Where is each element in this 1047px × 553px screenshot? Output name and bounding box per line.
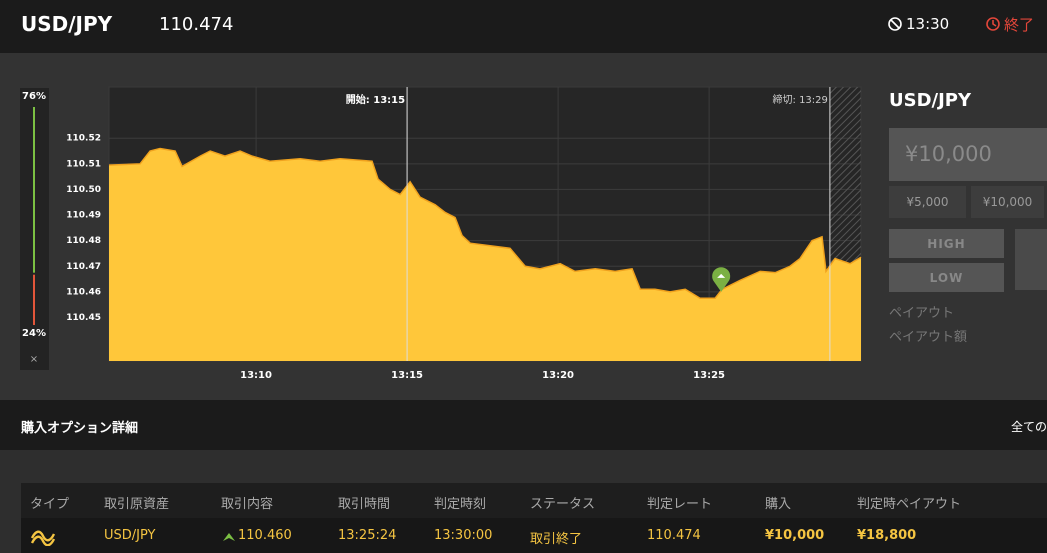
cell: ¥10,000: [765, 528, 825, 543]
details-bar: 購入オプション詳細 全ての: [0, 400, 1047, 450]
table-header: タイプ 取引原資産 取引内容 取引時間 判定時刻 ステータス 判定レート 購入 判定時ペイアウト: [21, 483, 1047, 518]
status[interactable]: 終了: [1004, 16, 1035, 34]
cell: 110.474: [647, 528, 701, 543]
gauge-high-label: 76%: [22, 91, 46, 102]
type-icon: [30, 530, 56, 546]
x-tick-label: 13:15: [391, 370, 423, 381]
cell: ¥18,800: [857, 528, 917, 543]
y-tick-label: 110.45: [66, 313, 101, 323]
column-header: 取引原資産: [104, 497, 170, 512]
amount-input[interactable]: ¥10,000: [889, 128, 1047, 181]
column-header: 取引時間: [338, 497, 391, 512]
gauge-low-bar: [33, 274, 35, 325]
area-fill: [109, 148, 861, 361]
cell: 取引終了: [530, 532, 583, 547]
y-tick-label: 110.49: [66, 211, 101, 221]
chart: 76% 24% × 110.45 110.46 110.47 110.48 110.49 110…: [20, 86, 862, 381]
column-header: 判定レート: [647, 497, 713, 512]
y-tick-label: 110.50: [66, 185, 101, 195]
history-icon: [986, 17, 1000, 31]
x-tick-label: 13:25: [693, 370, 725, 381]
y-tick-label: 110.46: [66, 287, 101, 297]
y-tick-label: 110.51: [66, 159, 101, 169]
column-header: ステータス: [530, 497, 596, 512]
low-label: LOW: [929, 270, 964, 285]
amount: ¥10,000: [905, 142, 992, 166]
cell: 13:30:00: [434, 528, 493, 543]
entry-pin: [712, 267, 731, 292]
details-title: 購入オプション詳細: [21, 421, 139, 436]
y-tick-label: 110.48: [66, 236, 101, 246]
panel-symbol: USD/JPY: [889, 90, 972, 111]
clock-icon: [888, 17, 902, 31]
column-header: 購入: [765, 497, 792, 512]
cell: USD/JPY: [104, 528, 156, 543]
high-label: HIGH: [927, 236, 966, 251]
payout-amount: ペイアウト額: [889, 330, 968, 345]
filter[interactable]: 全ての: [1011, 420, 1047, 434]
x-tick-label: 13:10: [240, 370, 272, 381]
gauge-close: ×: [30, 354, 38, 365]
low-button[interactable]: LOW: [889, 263, 1004, 292]
cell: 110.460: [238, 528, 292, 543]
high-button[interactable]: HIGH: [889, 229, 1004, 258]
rate: 110.474: [159, 14, 234, 35]
header: USD/JPY 110.474 13:30 終了: [0, 0, 1047, 53]
table-row: USD/JPY 110.460 13:25:24 13:30:00 取引終了 110.47…: [21, 518, 1047, 553]
cell: 13:25:24: [338, 528, 397, 543]
annotation-label: 開始: 13:15: [346, 93, 405, 106]
entry-arrow: [717, 273, 726, 278]
gauge-high-bar: [33, 107, 35, 273]
symbol: USD/JPY: [21, 12, 113, 36]
gauge-low-label: 24%: [22, 328, 46, 339]
buy-button[interactable]: [1015, 229, 1047, 290]
y-tick-label: 110.47: [66, 262, 101, 272]
high-icon: [223, 533, 235, 541]
preset-button[interactable]: ¥5,000: [889, 186, 966, 218]
column-header: 判定時刻: [434, 497, 487, 512]
payout: ペイアウト: [889, 306, 955, 321]
x-tick-label: 13:20: [542, 370, 574, 381]
column-header: タイプ: [30, 497, 70, 512]
column-header: 取引内容: [221, 497, 274, 512]
column-header: 判定時ペイアウト: [857, 497, 962, 512]
annotation-label: 締切: 13:29: [773, 93, 828, 106]
preset-button[interactable]: ¥10,000: [971, 186, 1044, 218]
price-line: [108, 147, 862, 300]
time: 13:30: [906, 15, 950, 33]
y-tick-label: 110.52: [66, 134, 101, 144]
details: タイプ 取引原資産 取引内容 取引時間 判定時刻 ステータス 判定レート 購入 判定時ペイアウト…: [0, 450, 1047, 553]
